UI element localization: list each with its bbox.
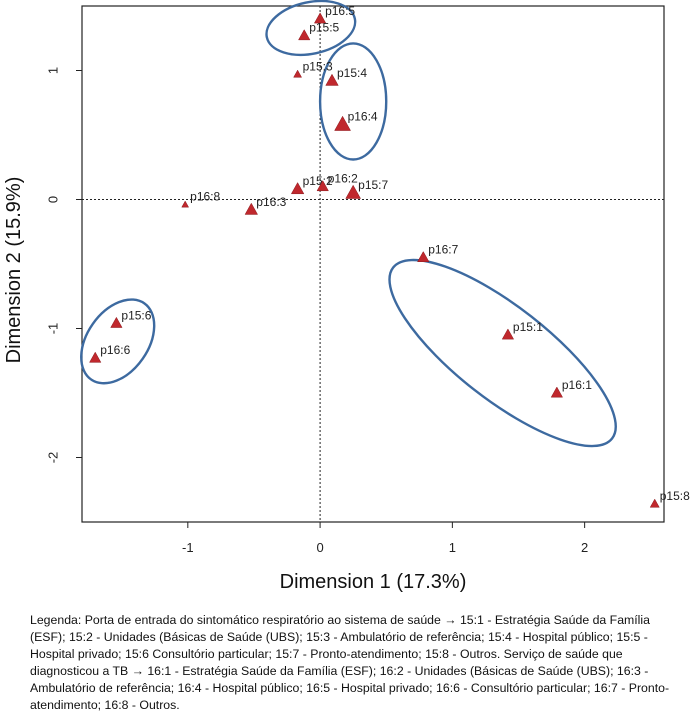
y-tick-label: 1 (45, 67, 60, 74)
point-label: p15:3 (303, 59, 333, 73)
point-label: p15:8 (660, 489, 690, 503)
point-label: p15:5 (309, 21, 339, 35)
point-label: p16:5 (325, 4, 355, 18)
x-axis-title: Dimension 1 (17.3%) (280, 571, 467, 593)
point-marker-p15-1 (501, 328, 515, 340)
point-marker-p15-4 (325, 73, 339, 86)
y-tick-label: -1 (45, 323, 60, 335)
point-label: p16:3 (256, 195, 286, 209)
point-marker-p16-8 (181, 200, 190, 208)
point-label: p16:1 (562, 378, 592, 392)
point-marker-p15-2 (290, 182, 305, 195)
point-marker-p16-3 (244, 202, 259, 215)
x-tick-label: 1 (449, 540, 456, 555)
y-axis-ticks: -2 -1 0 1 (45, 67, 82, 463)
cluster-ellipse-public-hospital (318, 42, 388, 161)
point-label: p16:6 (100, 343, 130, 357)
point-marker-p15-5 (298, 29, 311, 41)
y-axis-title: Dimension 2 (15.9%) (3, 177, 25, 364)
y-tick-label: 0 (45, 196, 60, 203)
point-label: p15:1 (513, 320, 543, 334)
point-label: p16:2 (328, 172, 358, 186)
x-axis-ticks: -1 0 1 2 (182, 522, 588, 555)
cluster-ellipses (80, 0, 617, 448)
point-label: p16:4 (348, 110, 378, 124)
point-marker-p15-3 (293, 69, 303, 78)
point-marker-p16-1 (550, 386, 563, 398)
point-marker-p15-8 (649, 498, 660, 508)
cluster-ellipse-private-hospital (265, 0, 357, 57)
point-label: p15:4 (337, 66, 367, 80)
cluster-ellipse-emergency-family-health (388, 258, 617, 448)
x-tick-label: 0 (316, 540, 323, 555)
point-marker-p16-5 (313, 12, 327, 24)
point-label: p16:8 (190, 190, 220, 204)
y-tick-label: -2 (45, 452, 60, 464)
point-marker-p16-2 (316, 180, 329, 192)
cluster-ellipse-private-office (80, 298, 156, 385)
point-marker-p15-7 (345, 184, 361, 199)
point-marker-p16-4 (334, 115, 351, 131)
x-tick-label: -1 (182, 540, 194, 555)
point-label: p16:7 (428, 243, 458, 257)
x-tick-label: 2 (581, 540, 588, 555)
figure-legend: Legenda: Porta de entrada do sintomático… (30, 613, 670, 712)
plot-frame (81, 5, 665, 523)
point-marker-p15-6 (110, 316, 123, 328)
point-label: p15:2 (303, 174, 333, 188)
point-marker-p16-6 (89, 351, 102, 363)
point-marker-p16-7 (417, 251, 430, 262)
point-label: p15:6 (121, 308, 151, 322)
point-label: p15:7 (358, 178, 388, 192)
